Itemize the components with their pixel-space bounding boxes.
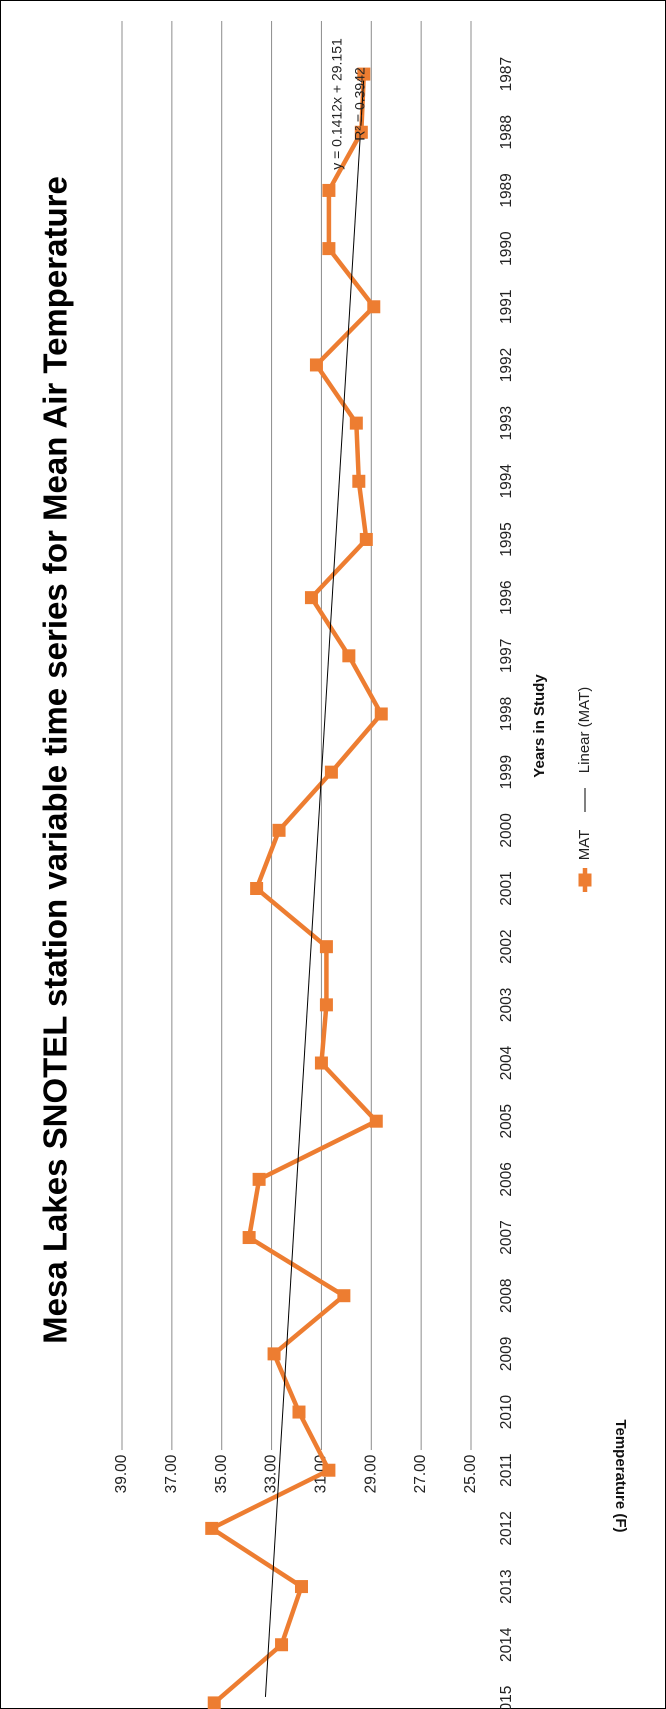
x-tick-label: 1987: [498, 57, 515, 91]
chart-title: Mesa Lakes SNOTEL station variable time …: [37, 176, 74, 1344]
data-point-marker: [357, 67, 371, 81]
series-line-mat: [209, 71, 384, 1706]
data-point-marker: [374, 707, 388, 721]
x-tick-label: 2006: [498, 1162, 515, 1196]
x-tick-label: 2011: [498, 1454, 515, 1487]
x-tick-label: 1988: [498, 115, 515, 149]
legend-linear-label: Linear (MAT): [576, 687, 593, 773]
data-point-marker: [242, 1231, 256, 1245]
x-tick-label: 1994: [498, 464, 515, 499]
y-tick-label: 37.00: [163, 1454, 180, 1493]
x-tick-label: 1991: [498, 290, 515, 324]
x-tick-label: 2001: [498, 871, 515, 905]
data-point-marker: [322, 183, 336, 197]
x-tick-label: 2002: [498, 929, 515, 963]
data-point-marker: [352, 474, 366, 488]
data-point-marker: [322, 1463, 336, 1477]
data-point-marker: [304, 591, 318, 605]
x-tick-label: 2012: [498, 1511, 515, 1545]
data-point-marker: [369, 1114, 383, 1128]
data-point-marker: [367, 300, 381, 314]
y-tick-label: 25.00: [462, 1454, 479, 1493]
data-point-marker: [324, 765, 338, 779]
data-point-marker: [349, 416, 363, 430]
x-tick-label: 2014: [498, 1627, 515, 1662]
data-point-marker: [275, 1638, 289, 1652]
x-tick-label: 1995: [498, 522, 515, 556]
y-tick-label: 29.00: [362, 1454, 379, 1493]
data-point-marker: [309, 358, 323, 372]
data-point-marker: [337, 1289, 351, 1303]
x-tick-label: 2004: [498, 1045, 515, 1080]
trendline-equation: y = 0.1412x + 29.151: [329, 38, 345, 170]
data-point-marker: [267, 1347, 281, 1361]
data-point-marker: [354, 125, 368, 139]
data-point-marker: [314, 1056, 328, 1070]
data-point-marker: [342, 649, 356, 663]
trendline: [264, 74, 365, 1697]
x-tick-label: 2009: [498, 1337, 515, 1371]
x-tick-label: 1993: [498, 406, 515, 440]
data-point-marker: [359, 532, 373, 546]
x-tick-label: 1997: [498, 639, 515, 673]
data-point-marker: [250, 882, 264, 895]
y-tick-label: 27.00: [412, 1454, 429, 1493]
data-point-marker: [252, 1172, 266, 1186]
data-point-marker: [322, 242, 336, 256]
x-tick-label: 2003: [498, 988, 515, 1022]
data-point-marker: [319, 998, 333, 1012]
x-tick-label: 2015: [498, 1686, 515, 1709]
data-point-marker: [207, 1696, 221, 1709]
data-point-marker: [205, 1521, 219, 1535]
trendline-r-squared: R² = 0.3942: [352, 67, 368, 141]
y-tick-label: 35.00: [213, 1454, 230, 1493]
y-tick-label: 39.00: [113, 1454, 130, 1493]
x-tick-label: 2007: [498, 1220, 515, 1254]
y-tick-label: 33.00: [263, 1454, 280, 1493]
data-point-marker: [294, 1580, 308, 1594]
x-tick-label: 2013: [498, 1569, 515, 1603]
x-tick-label: 1990: [498, 231, 515, 266]
y-axis-title: Temperature (F): [612, 1419, 629, 1532]
x-tick-label: 2010: [498, 1394, 515, 1429]
x-axis-title: Years in Study: [531, 674, 548, 778]
x-tick-label: 1999: [498, 755, 515, 789]
x-tick-label: 1998: [498, 697, 515, 731]
legend-mat-label: MAT: [576, 830, 593, 861]
x-tick-label: 1996: [498, 580, 515, 614]
legend-mat-marker: [578, 873, 592, 887]
x-tick-label: 1989: [498, 173, 515, 207]
x-tick-label: 2000: [498, 813, 515, 848]
x-tick-label: 2005: [498, 1104, 515, 1138]
data-point-marker: [319, 940, 333, 954]
x-tick-label: 1992: [498, 348, 515, 382]
data-point-marker: [272, 823, 286, 837]
x-tick-label: 2008: [498, 1278, 515, 1312]
data-point-marker: [292, 1405, 306, 1419]
